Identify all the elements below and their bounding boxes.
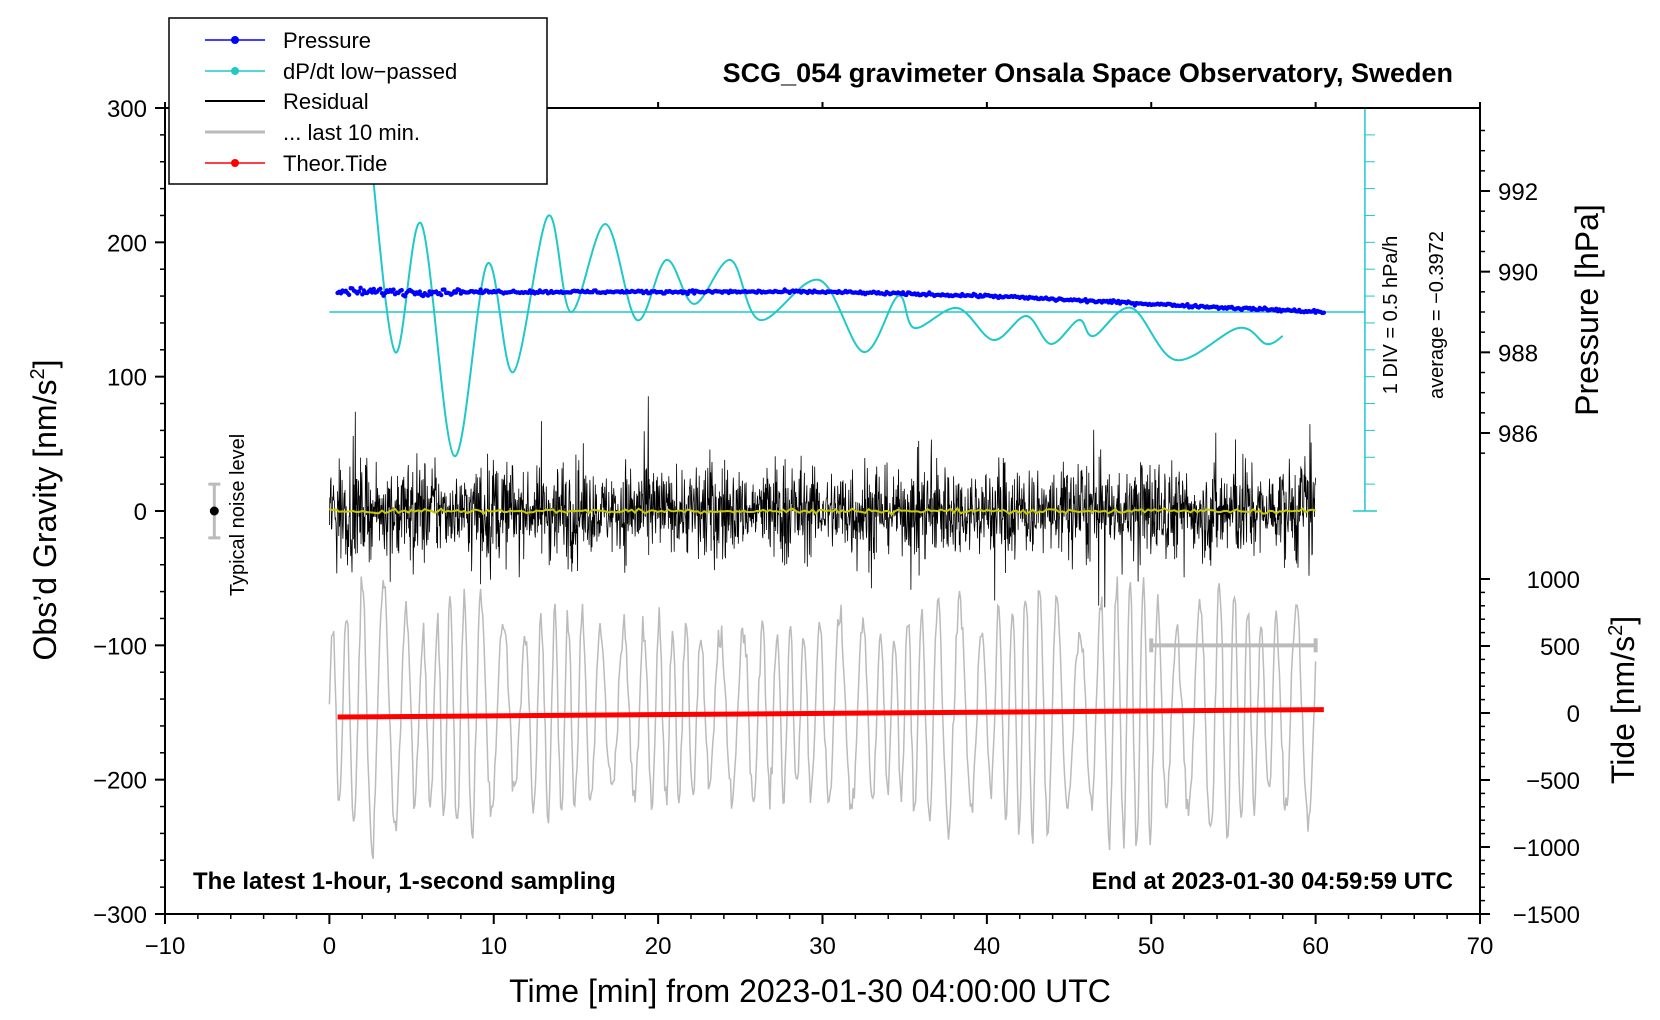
legend-item-pressure: Pressure xyxy=(205,28,371,53)
pressure-point xyxy=(358,285,363,290)
pressure-point xyxy=(457,287,462,293)
note-right: End at 2023-01-30 04:59:59 UTC xyxy=(1092,868,1454,895)
x-tick-label: 60 xyxy=(1302,933,1329,960)
residual-line xyxy=(329,396,1316,608)
legend-item-dpdt: dP/dt low−passed xyxy=(205,59,457,84)
x-tick-label: 30 xyxy=(809,933,836,960)
pressure-tick-label: 992 xyxy=(1498,179,1538,206)
tide-series xyxy=(337,707,1324,720)
last-10-min-series xyxy=(328,576,1317,860)
legend-tide-label: Theor.Tide xyxy=(283,151,387,176)
pressure-point xyxy=(439,292,444,298)
y-tick-label: 100 xyxy=(107,365,147,392)
pressure-tick-label: 990 xyxy=(1498,260,1538,287)
pressure-tick-label: 988 xyxy=(1498,340,1538,367)
last-10-min-line xyxy=(328,576,1317,860)
tide-tick-label: 0 xyxy=(1567,701,1580,728)
tide-tick-label: 1000 xyxy=(1527,567,1580,594)
pressure-point xyxy=(417,289,422,294)
axes: −10 0 10 20 30 40 50 60 703002001000−100−200−300… xyxy=(93,96,1580,960)
legend-last10-label: ... last 10 min. xyxy=(283,120,420,145)
pressure-series xyxy=(335,285,1327,316)
x-tick-label: −10 xyxy=(145,933,186,960)
noise-level-label: Typical noise level xyxy=(227,434,249,596)
pressure-axis-title: Pressure [hPa] xyxy=(1569,204,1605,416)
y-tick-label: −300 xyxy=(93,902,147,929)
tide-axis-title-main: Tide [nm/s xyxy=(1605,636,1641,784)
pressure-point xyxy=(346,292,352,297)
x-tick-label: 20 xyxy=(645,933,672,960)
tide-axis-title-sup: 2 xyxy=(1605,625,1627,636)
tide-axis-title-end: ] xyxy=(1605,616,1641,625)
pressure-point xyxy=(402,294,408,299)
pressure-point xyxy=(399,288,404,293)
dpdt-line xyxy=(369,151,1284,458)
tide-axis-title: Tide [nm/s2] xyxy=(1605,616,1641,784)
x-tick-label: 70 xyxy=(1467,933,1494,960)
pressure-point xyxy=(478,287,483,292)
x-axis-title: Time [min] from 2023-01-30 04:00:00 UTC xyxy=(509,973,1111,1009)
tide-tick-label: −500 xyxy=(1526,768,1580,795)
y-tick-label: 0 xyxy=(134,499,147,526)
tide-tick-label: −1500 xyxy=(1513,902,1580,929)
legend-pressure-label: Pressure xyxy=(283,28,371,53)
ten-minute-scale-bar xyxy=(1149,638,1318,653)
legend-item-residual: Residual xyxy=(205,89,369,114)
legend-item-last-10-min: ... last 10 min. xyxy=(205,120,420,145)
x-tick-label: 50 xyxy=(1138,933,1165,960)
pressure-point xyxy=(1321,310,1327,315)
legend-dpdt-marker xyxy=(231,67,239,75)
legend-item-tide: Theor.Tide xyxy=(205,151,387,176)
dpdt-series xyxy=(369,151,1284,458)
dpdt-scale-axis xyxy=(329,107,1377,512)
x-tick-label: 40 xyxy=(974,933,1001,960)
residual-series xyxy=(329,396,1316,608)
residual-mean-line xyxy=(329,506,1316,516)
tide-tick-label: 500 xyxy=(1540,634,1580,661)
pressure-point xyxy=(391,287,396,292)
tide-tick-label: −1000 xyxy=(1513,835,1580,862)
legend-tide-marker xyxy=(231,159,239,167)
pressure-point xyxy=(442,287,447,292)
pressure-point xyxy=(425,293,431,298)
pressure-tick-label: 986 xyxy=(1498,421,1538,448)
dpdt-average-label: average = −0.3972 xyxy=(1426,231,1448,399)
pressure-point xyxy=(356,289,362,294)
legend-dpdt-label: dP/dt low−passed xyxy=(283,59,457,84)
y-tick-label: −100 xyxy=(93,633,147,660)
legend-residual-label: Residual xyxy=(283,89,369,114)
pressure-point xyxy=(378,286,383,291)
x-tick-label: 0 xyxy=(323,933,336,960)
tide-line xyxy=(337,707,1324,720)
x-tick-label: 10 xyxy=(480,933,507,960)
pressure-point xyxy=(453,290,459,295)
chart-title: SCG_054 gravimeter Onsala Space Observat… xyxy=(723,58,1453,88)
note-left: The latest 1-hour, 1-second sampling xyxy=(193,868,616,895)
y-axis-title-sup: 2 xyxy=(27,368,49,379)
legend: Pressure dP/dt low−passed Residual ... l… xyxy=(168,17,548,185)
y-axis-title-main: Obs’d Gravity [nm/s xyxy=(27,380,63,661)
y-axis-title: Obs’d Gravity [nm/s2] xyxy=(27,360,63,661)
y-tick-label: 300 xyxy=(107,96,147,123)
dpdt-scale-label: 1 DIV = 0.5 hPa/h xyxy=(1380,236,1402,394)
plot-area xyxy=(208,107,1377,860)
noise-level-marker xyxy=(208,482,221,540)
pressure-point xyxy=(369,290,375,295)
y-axis-title-end: ] xyxy=(27,360,63,369)
pressure-point xyxy=(371,286,376,292)
y-tick-label: −200 xyxy=(93,768,147,795)
noise-center-dot xyxy=(209,506,219,516)
legend-pressure-marker xyxy=(231,36,239,44)
y-tick-label: 200 xyxy=(107,230,147,257)
